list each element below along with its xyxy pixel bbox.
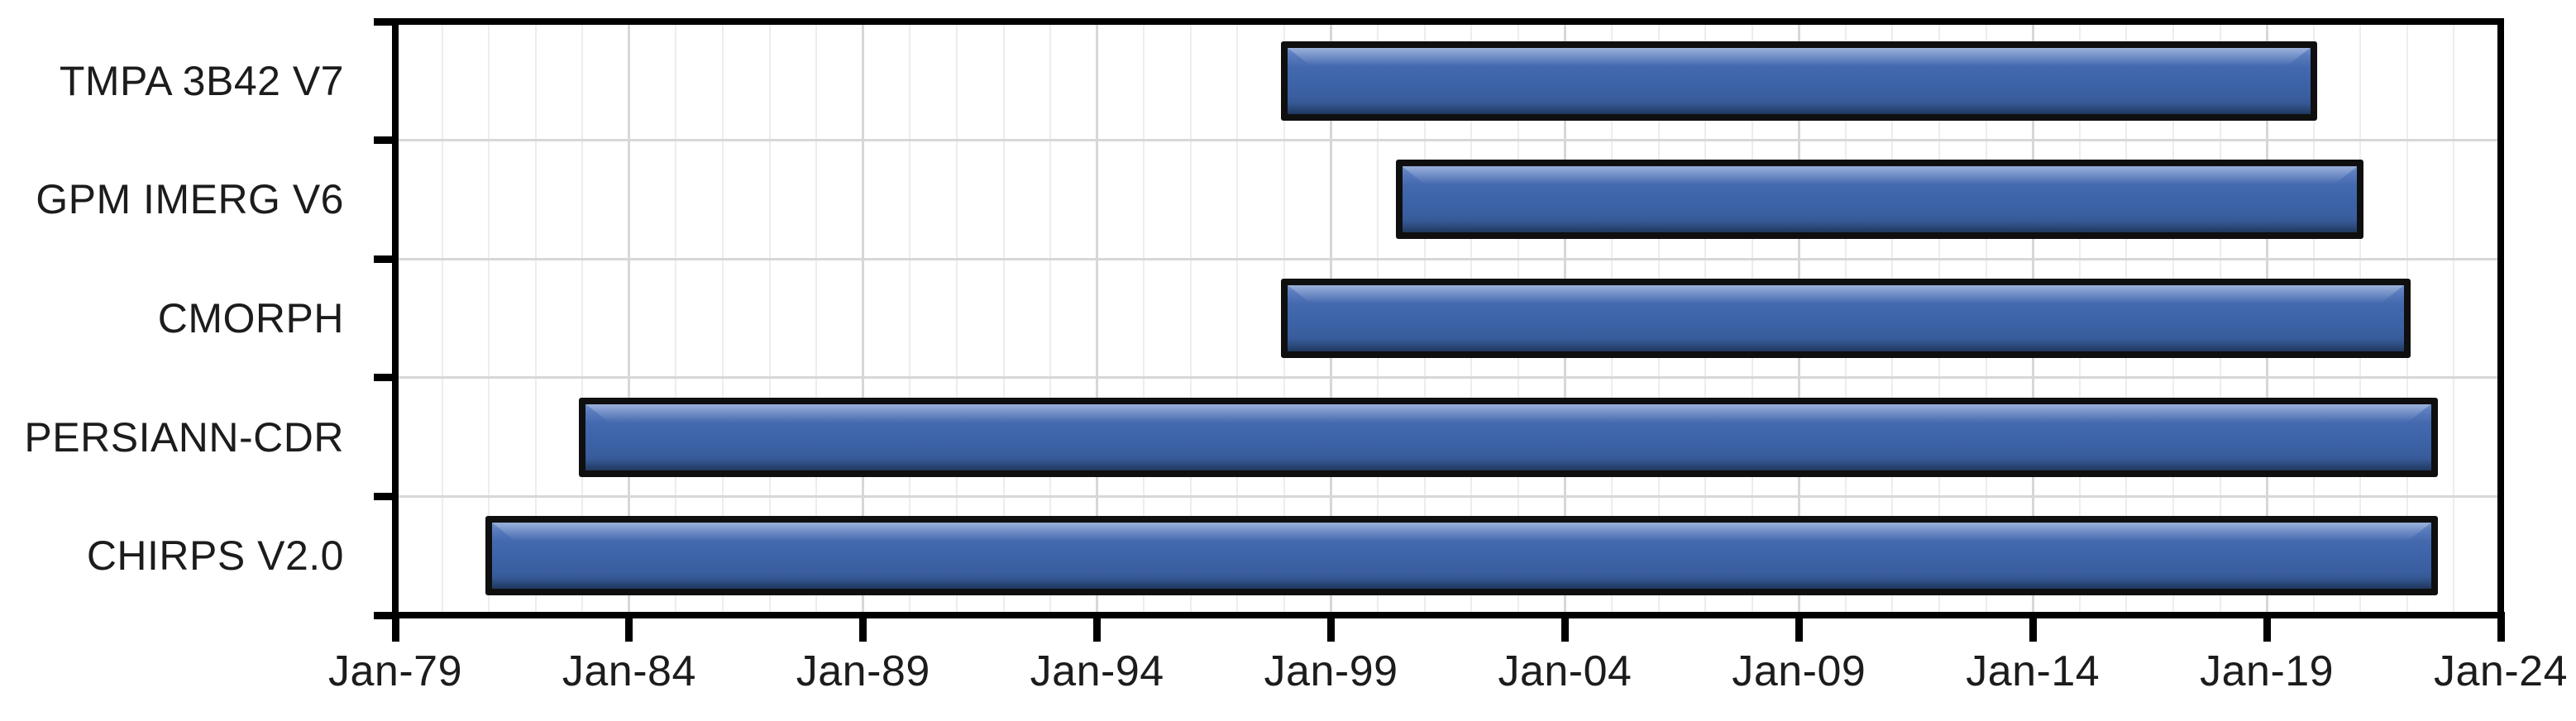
y-axis-tick <box>374 255 399 263</box>
x-axis-tick-label: Jan-84 <box>562 647 696 695</box>
category-label: CHIRPS V2.0 <box>86 532 344 580</box>
y-axis-tick <box>374 492 399 500</box>
x-axis-tick-label: Jan-94 <box>1030 647 1164 695</box>
category-label: CMORPH <box>157 294 344 341</box>
x-axis-tick <box>1327 612 1336 642</box>
bar-gpm-imerg-v6 <box>1395 160 2364 240</box>
bar-chirps-v2-0 <box>485 516 2438 596</box>
minor-gridline <box>441 25 443 612</box>
category-label: GPM IMERG V6 <box>36 176 344 223</box>
category-boundary-gridline <box>399 257 2497 260</box>
plot-area <box>374 17 2505 642</box>
axis-tick-layer <box>374 17 2505 642</box>
x-axis-tick <box>1093 612 1102 642</box>
minor-gridline <box>909 25 911 612</box>
minor-gridline <box>534 25 537 612</box>
x-axis-tick <box>2029 612 2037 642</box>
minor-gridline <box>488 25 490 612</box>
x-axis-tick <box>391 612 399 642</box>
bar-layer <box>392 18 2504 618</box>
x-axis-tick <box>1795 612 1803 642</box>
minor-gridline <box>815 25 818 612</box>
minor-gridline <box>1049 25 1052 612</box>
x-axis-tick-label: Jan-09 <box>1732 647 1866 695</box>
bar-cmorph <box>1280 279 2411 358</box>
minor-gridline <box>581 25 584 612</box>
y-axis-tick <box>374 611 399 619</box>
category-boundary-gridline <box>399 376 2497 380</box>
minor-gridline <box>768 25 771 612</box>
y-axis-tick <box>374 17 399 26</box>
x-axis-tick-labels: Jan-79 Jan-84 Jan-89 Jan-94 Jan-99 Jan-04 Jan-… <box>328 647 2568 704</box>
minor-gridline <box>1143 25 1145 612</box>
x-axis-tick-label: Jan-04 <box>1498 647 1632 695</box>
category-boundary-gridline <box>399 494 2497 498</box>
category-boundary-gridline <box>399 139 2497 142</box>
x-axis-tick <box>1560 612 1569 642</box>
y-axis-tick <box>374 136 399 145</box>
minor-gridline <box>1189 25 1192 612</box>
x-axis-tick <box>859 612 867 642</box>
y-axis-category-labels: TMPA 3B42 V7 GPM IMERG V6 CMORPH PERSIANN-C… <box>0 18 344 618</box>
x-axis-tick-label: Jan-24 <box>2434 647 2568 695</box>
x-axis-tick <box>2263 612 2271 642</box>
x-axis-tick-label: Jan-19 <box>2200 647 2335 695</box>
x-axis-tick-label: Jan-14 <box>1966 647 2100 695</box>
category-label: PERSIANN-CDR <box>24 413 344 461</box>
minor-gridline <box>675 25 677 612</box>
major-gridline <box>862 25 865 612</box>
x-axis-tick-label: Jan-79 <box>328 647 462 695</box>
x-axis-tick-label: Jan-99 <box>1264 647 1398 695</box>
y-axis-tick <box>374 374 399 382</box>
x-axis-tick <box>2497 612 2505 642</box>
minor-gridline <box>955 25 958 612</box>
x-axis-tick <box>625 612 633 642</box>
x-axis-tick-label: Jan-89 <box>796 647 930 695</box>
minor-gridline <box>722 25 724 612</box>
bar-tmpa-3b42-v7 <box>1280 41 2317 121</box>
major-gridline <box>1096 25 1099 612</box>
minor-gridline <box>2453 25 2455 612</box>
bar-persiann-cdr <box>579 397 2438 477</box>
minor-gridline <box>1236 25 1239 612</box>
category-label: TMPA 3B42 V7 <box>59 57 344 104</box>
minor-gridline <box>1002 25 1005 612</box>
major-gridline <box>628 25 631 612</box>
